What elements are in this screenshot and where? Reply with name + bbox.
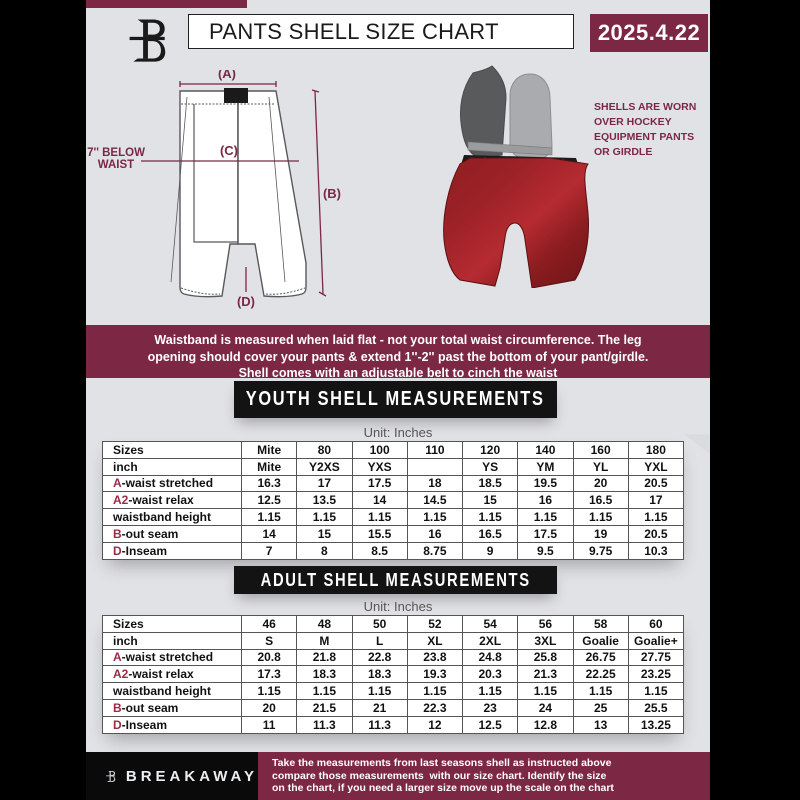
svg-text:(D): (D) (237, 294, 255, 309)
svg-text:WAIST: WAIST (98, 159, 134, 171)
svg-text:(C): (C) (220, 143, 238, 158)
svg-text:(B): (B) (323, 186, 341, 201)
svg-text:7'' BELOW: 7'' BELOW (87, 147, 145, 159)
svg-text:(A): (A) (218, 70, 236, 81)
